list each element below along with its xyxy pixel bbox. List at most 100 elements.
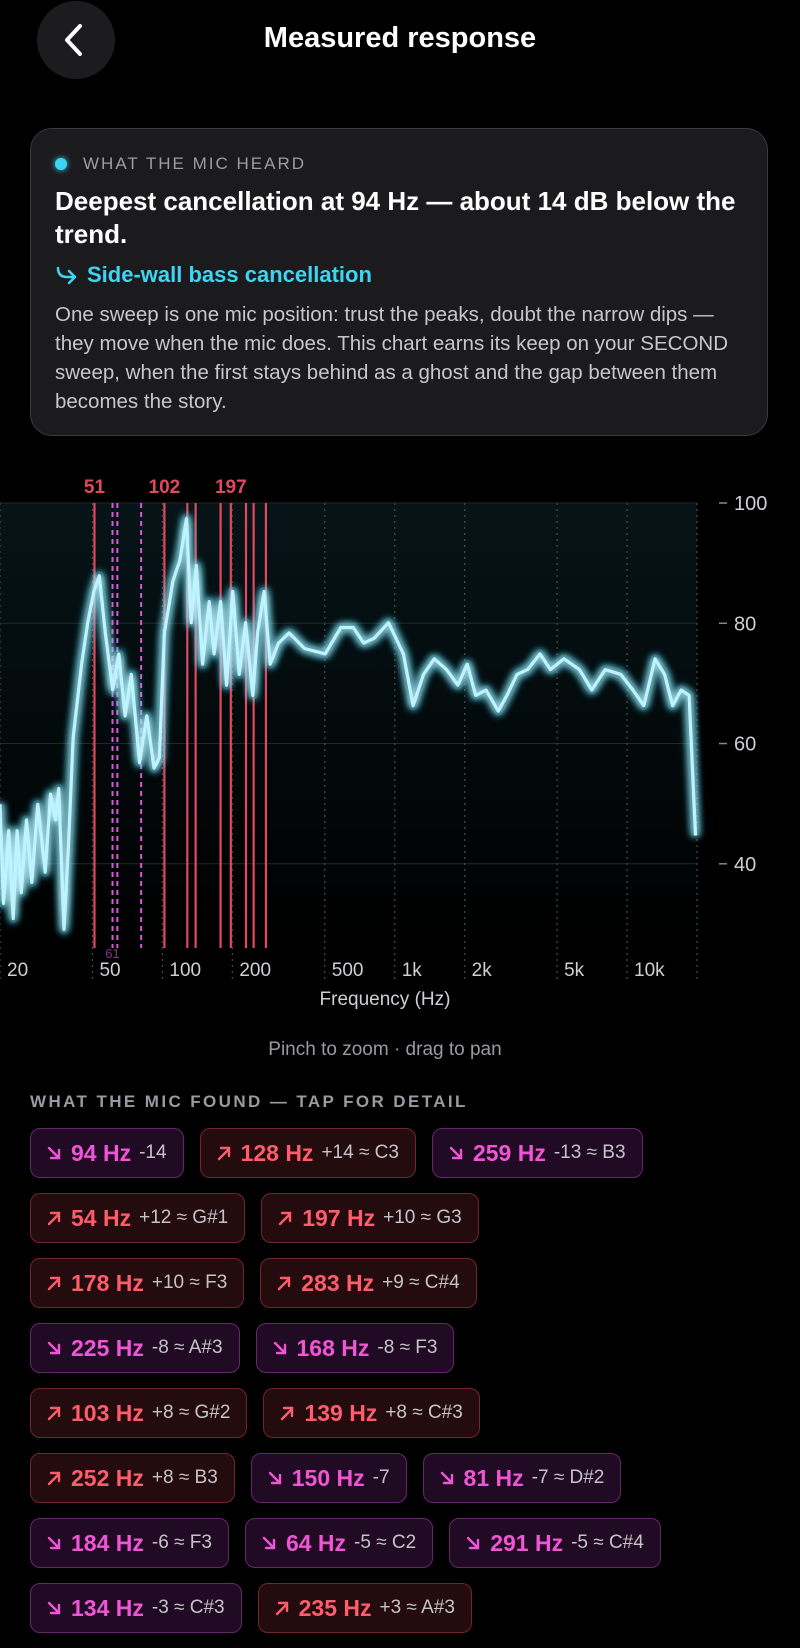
finding-detail: +9 ≈ C#4 xyxy=(382,1272,460,1293)
direction-icon xyxy=(217,1146,230,1161)
finding-frequency: 252 Hz xyxy=(71,1464,144,1491)
direction-icon xyxy=(47,1146,61,1160)
finding-frequency: 81 Hz xyxy=(463,1464,524,1491)
finding-chip[interactable]: 291 Hz -5 ≈ C#4 xyxy=(449,1518,661,1568)
findings-row: 252 Hz +8 ≈ B3 150 Hz -7 81 Hz -7 ≈ D#2 xyxy=(30,1453,800,1503)
y-tick-label: 40 xyxy=(734,854,756,876)
x-tick-label: 50 xyxy=(99,960,120,981)
y-tick-label: 100 xyxy=(734,493,767,515)
finding-frequency: 168 Hz xyxy=(296,1334,370,1361)
peak-label: 102 xyxy=(149,477,181,498)
finding-frequency: 259 Hz xyxy=(472,1139,546,1166)
finding-chip[interactable]: 259 Hz -13 ≈ B3 xyxy=(431,1128,643,1178)
finding-chip[interactable]: 81 Hz -7 ≈ D#2 xyxy=(422,1453,622,1503)
finding-frequency: 150 Hz xyxy=(291,1464,365,1491)
finding-chip[interactable]: 150 Hz -7 xyxy=(250,1453,407,1503)
findings-heading: WHAT THE MIC FOUND — TAP FOR DETAIL xyxy=(30,1092,468,1111)
finding-detail: -13 ≈ B3 xyxy=(553,1142,626,1163)
finding-chip[interactable]: 178 Hz +10 ≈ F3 xyxy=(30,1258,245,1308)
finding-detail: -14 xyxy=(139,1142,167,1163)
x-tick-label: 20 xyxy=(7,960,28,981)
x-tick-label: 10k xyxy=(634,960,665,981)
finding-chip[interactable]: 235 Hz +3 ≈ A#3 xyxy=(257,1583,472,1633)
finding-detail: -5 ≈ C#4 xyxy=(571,1532,644,1553)
page-title: Measured response xyxy=(263,22,537,54)
finding-chip[interactable]: 168 Hz -8 ≈ F3 xyxy=(255,1323,455,1373)
findings-row: 134 Hz -3 ≈ C#3 235 Hz +3 ≈ A#3 xyxy=(30,1583,800,1633)
peak-label: 51 xyxy=(84,477,106,498)
finding-chip[interactable]: 225 Hz -8 ≈ A#3 xyxy=(30,1323,240,1373)
finding-detail: -8 ≈ A#3 xyxy=(151,1337,223,1358)
findings-row: 94 Hz -14 128 Hz +14 ≈ C3 259 Hz -13 ≈ B3 xyxy=(30,1128,800,1178)
findings-row: 225 Hz -8 ≈ A#3 168 Hz -8 ≈ F3 xyxy=(30,1323,800,1373)
direction-icon xyxy=(268,1471,281,1485)
finding-chip[interactable]: 128 Hz +14 ≈ C3 xyxy=(199,1128,416,1178)
finding-frequency: 178 Hz xyxy=(71,1269,144,1296)
x-tick-label: 5k xyxy=(564,960,585,981)
finding-chip[interactable]: 139 Hz +8 ≈ C#3 xyxy=(263,1388,480,1438)
findings-list: 94 Hz -14 128 Hz +14 ≈ C3 259 Hz -13 ≈ B3 54 H… xyxy=(30,1128,800,1648)
finding-frequency: 283 Hz xyxy=(301,1269,375,1296)
finding-detail: +8 ≈ B3 xyxy=(151,1467,218,1488)
dip-label: 61 xyxy=(105,946,119,961)
finding-chip[interactable]: 103 Hz +8 ≈ G#2 xyxy=(30,1388,248,1438)
direction-icon xyxy=(449,1146,463,1160)
card-body: One sweep is one mic position: trust the… xyxy=(55,303,729,413)
gesture-hint: Pinch to zoom · drag to pan xyxy=(268,1039,502,1060)
findings-row: 54 Hz +12 ≈ G#1 197 Hz +10 ≈ G3 xyxy=(30,1193,800,1243)
x-tick-label: 1k xyxy=(402,960,423,981)
finding-detail: +10 ≈ G3 xyxy=(383,1207,462,1228)
direction-icon xyxy=(273,1341,286,1355)
finding-chip[interactable]: 184 Hz -6 ≈ F3 xyxy=(30,1518,229,1568)
card-link[interactable]: Side-wall bass cancellation xyxy=(55,262,372,288)
findings-row: 178 Hz +10 ≈ F3 283 Hz +9 ≈ C#4 xyxy=(30,1258,800,1308)
finding-frequency: 235 Hz xyxy=(298,1594,372,1621)
finding-detail: -7 ≈ D#2 xyxy=(531,1467,605,1488)
finding-chip[interactable]: 283 Hz +9 ≈ C#4 xyxy=(260,1258,477,1308)
finding-frequency: 291 Hz xyxy=(490,1529,564,1556)
direction-icon xyxy=(281,1406,294,1421)
direction-icon xyxy=(47,1276,61,1291)
card-headline: Deepest cancellation at 94 Hz — about 14… xyxy=(55,186,736,249)
finding-chip[interactable]: 94 Hz -14 xyxy=(30,1128,184,1178)
direction-icon xyxy=(279,1211,292,1226)
finding-detail: -8 ≈ F3 xyxy=(377,1337,438,1358)
x-tick-label: 2k xyxy=(472,960,493,981)
peak-label: 197 xyxy=(215,477,247,498)
direction-icon xyxy=(47,1471,61,1486)
finding-chip[interactable]: 54 Hz +12 ≈ G#1 xyxy=(30,1193,246,1243)
finding-detail: +8 ≈ G#2 xyxy=(151,1402,231,1423)
card-eyebrow: WHAT THE MIC HEARD xyxy=(83,154,307,173)
finding-frequency: 134 Hz xyxy=(71,1594,144,1621)
finding-chip[interactable]: 252 Hz +8 ≈ B3 xyxy=(30,1453,235,1503)
finding-chip[interactable]: 134 Hz -3 ≈ C#3 xyxy=(30,1583,242,1633)
direction-icon xyxy=(47,1601,61,1615)
y-tick-label: 80 xyxy=(734,613,756,635)
finding-frequency: 103 Hz xyxy=(71,1399,144,1426)
insight-card xyxy=(30,128,768,436)
link-arrow xyxy=(56,266,77,285)
finding-detail: -6 ≈ F3 xyxy=(151,1532,212,1553)
direction-icon xyxy=(262,1536,276,1550)
finding-detail: +12 ≈ G#1 xyxy=(139,1207,229,1228)
finding-frequency: 94 Hz xyxy=(71,1139,132,1166)
finding-chip[interactable]: 64 Hz -5 ≈ C2 xyxy=(244,1518,434,1568)
finding-chip[interactable]: 197 Hz +10 ≈ G3 xyxy=(261,1193,479,1243)
direction-icon xyxy=(47,1406,61,1421)
finding-detail: +8 ≈ C#3 xyxy=(385,1402,463,1423)
finding-detail: +14 ≈ C3 xyxy=(321,1142,399,1163)
x-tick-label: 100 xyxy=(169,960,201,981)
back-icon xyxy=(65,24,82,56)
finding-detail: +10 ≈ F3 xyxy=(151,1272,228,1293)
chart[interactable]: 40 60 80 100 20 50 100 200 500 1k 2k 5k 10k Frequency… xyxy=(0,460,800,1020)
back-button[interactable] xyxy=(37,1,115,79)
finding-detail: -5 ≈ C2 xyxy=(354,1532,417,1553)
direction-icon xyxy=(47,1211,61,1226)
finding-detail: +3 ≈ A#3 xyxy=(379,1597,455,1618)
finding-frequency: 54 Hz xyxy=(71,1204,132,1231)
finding-frequency: 197 Hz xyxy=(302,1204,376,1231)
finding-frequency: 128 Hz xyxy=(240,1139,314,1166)
plot-background xyxy=(0,503,697,948)
finding-detail: -7 xyxy=(372,1467,390,1488)
